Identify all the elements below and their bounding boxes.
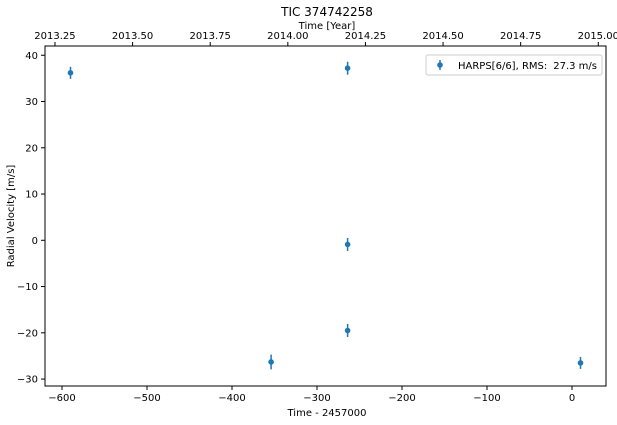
chart-title: TIC 374742258 [280, 5, 373, 19]
y-axis-label: Radial Velocity [m/s] [6, 165, 17, 268]
top-x-tick-label: 2014.25 [345, 31, 386, 42]
data-point [344, 241, 351, 248]
data-point [67, 70, 74, 76]
y-tick-label: −10 [17, 282, 38, 293]
legend: HARPS[6/6], RMS: 27.3 m/s [425, 54, 603, 76]
legend-rms-value: 27.3 m/s [553, 61, 597, 72]
data-point [268, 359, 274, 365]
y-axis: −30 −20 −10 0 10 20 30 40 [17, 51, 45, 386]
top-x-tick-label: 2015.00 [578, 31, 617, 42]
x-tick-label: −200 [388, 393, 415, 404]
y-tick-label: −30 [17, 375, 38, 386]
legend-marker [437, 62, 443, 68]
data-point [577, 360, 584, 366]
top-x-axis-label: Time [Year] [298, 21, 356, 32]
x-tick-label: 0 [569, 393, 575, 404]
x-tick-label: −600 [48, 393, 75, 404]
y-tick-label: 30 [25, 97, 38, 108]
data-points [67, 61, 584, 370]
x-tick-label: −500 [133, 393, 160, 404]
x-axis-label: Time - 2457000 [287, 408, 367, 419]
y-tick-label: −20 [17, 328, 38, 339]
plot-frame [44, 45, 607, 387]
x-tick-label: −400 [218, 393, 245, 404]
data-point [344, 65, 351, 72]
top-x-tick-label: 2013.50 [112, 31, 153, 42]
y-tick-label: 40 [25, 51, 38, 62]
top-x-tick-label: 2014.50 [422, 31, 463, 42]
x-tick-label: −100 [473, 393, 500, 404]
data-point [344, 327, 351, 334]
y-tick-label: 0 [32, 236, 38, 247]
top-x-tick-label: 2014.75 [500, 31, 541, 42]
top-x-axis: 2013.25 2013.50 2013.75 2014.00 2014.25 2014.… [34, 31, 617, 46]
top-x-tick-label: 2013.75 [190, 31, 231, 42]
x-tick-label: −300 [303, 393, 330, 404]
y-tick-label: 20 [25, 143, 38, 154]
legend-series-label: HARPS[6/6], RMS: [458, 61, 547, 72]
top-x-tick-label: 2014.00 [267, 31, 308, 42]
top-x-tick-label: 2013.25 [34, 31, 75, 42]
legend-box [425, 54, 603, 76]
bottom-x-axis: −600 −500 −400 −300 −200 −100 0 [48, 386, 575, 404]
y-tick-label: 10 [25, 190, 38, 201]
